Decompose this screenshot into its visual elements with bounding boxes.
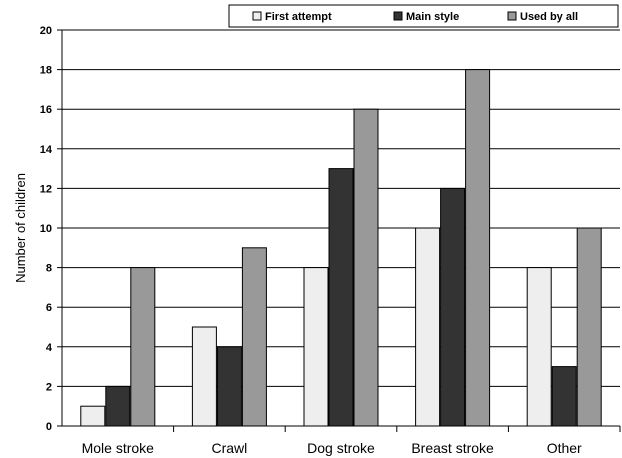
y-tick-label: 6 [46,302,52,314]
y-tick-label: 20 [40,25,52,37]
y-tick-label: 2 [46,381,52,393]
y-tick-label: 12 [40,183,52,195]
y-tick-label: 18 [40,65,52,77]
y-tick-label: 0 [46,421,52,433]
y-axis-title: Number of children [13,173,28,283]
x-category-label: Breast stroke [411,440,494,456]
bar-first-attempt [80,405,106,427]
legend: First attempt Main style Used by all [228,4,619,28]
y-tick-labels: 0 2 4 6 8 10 12 14 16 18 20 [40,25,53,433]
x-category-label: Mole stroke [82,440,155,456]
legend-label: First attempt [265,11,332,23]
legend-box [228,4,619,28]
bar-main-style [105,385,131,427]
y-tick-label: 16 [40,104,52,116]
bar-used-by-all [576,227,602,427]
x-category-label: Crawl [212,440,248,456]
y-tick-label: 4 [46,342,53,354]
bar-used-by-all [353,108,379,427]
bar-first-attempt [191,326,217,427]
legend-swatch [252,11,262,21]
bar-main-style [551,366,577,427]
bar-used-by-all [130,267,156,427]
bar-first-attempt [526,267,552,427]
x-category-label: Other [547,440,582,456]
bar-main-style [440,187,466,427]
y-tick-label: 14 [40,144,53,156]
legend-swatch [507,11,517,21]
bars [80,69,602,427]
bar-used-by-all [241,247,267,427]
x-category-label: Dog stroke [307,440,375,456]
bar-first-attempt [415,227,441,427]
bar-first-attempt [303,267,329,427]
y-tick-label: 10 [40,223,52,235]
x-category-labels: Mole stroke Crawl Dog stroke Breast stroke O… [82,440,582,456]
legend-swatch [393,11,403,21]
y-tick-label: 8 [46,263,52,275]
bar-main-style [216,346,242,427]
bar-main-style [328,168,354,427]
legend-label: Main style [406,11,459,23]
legend-label: Used by all [520,11,578,23]
axes [57,29,621,432]
bar-used-by-all [465,69,491,427]
